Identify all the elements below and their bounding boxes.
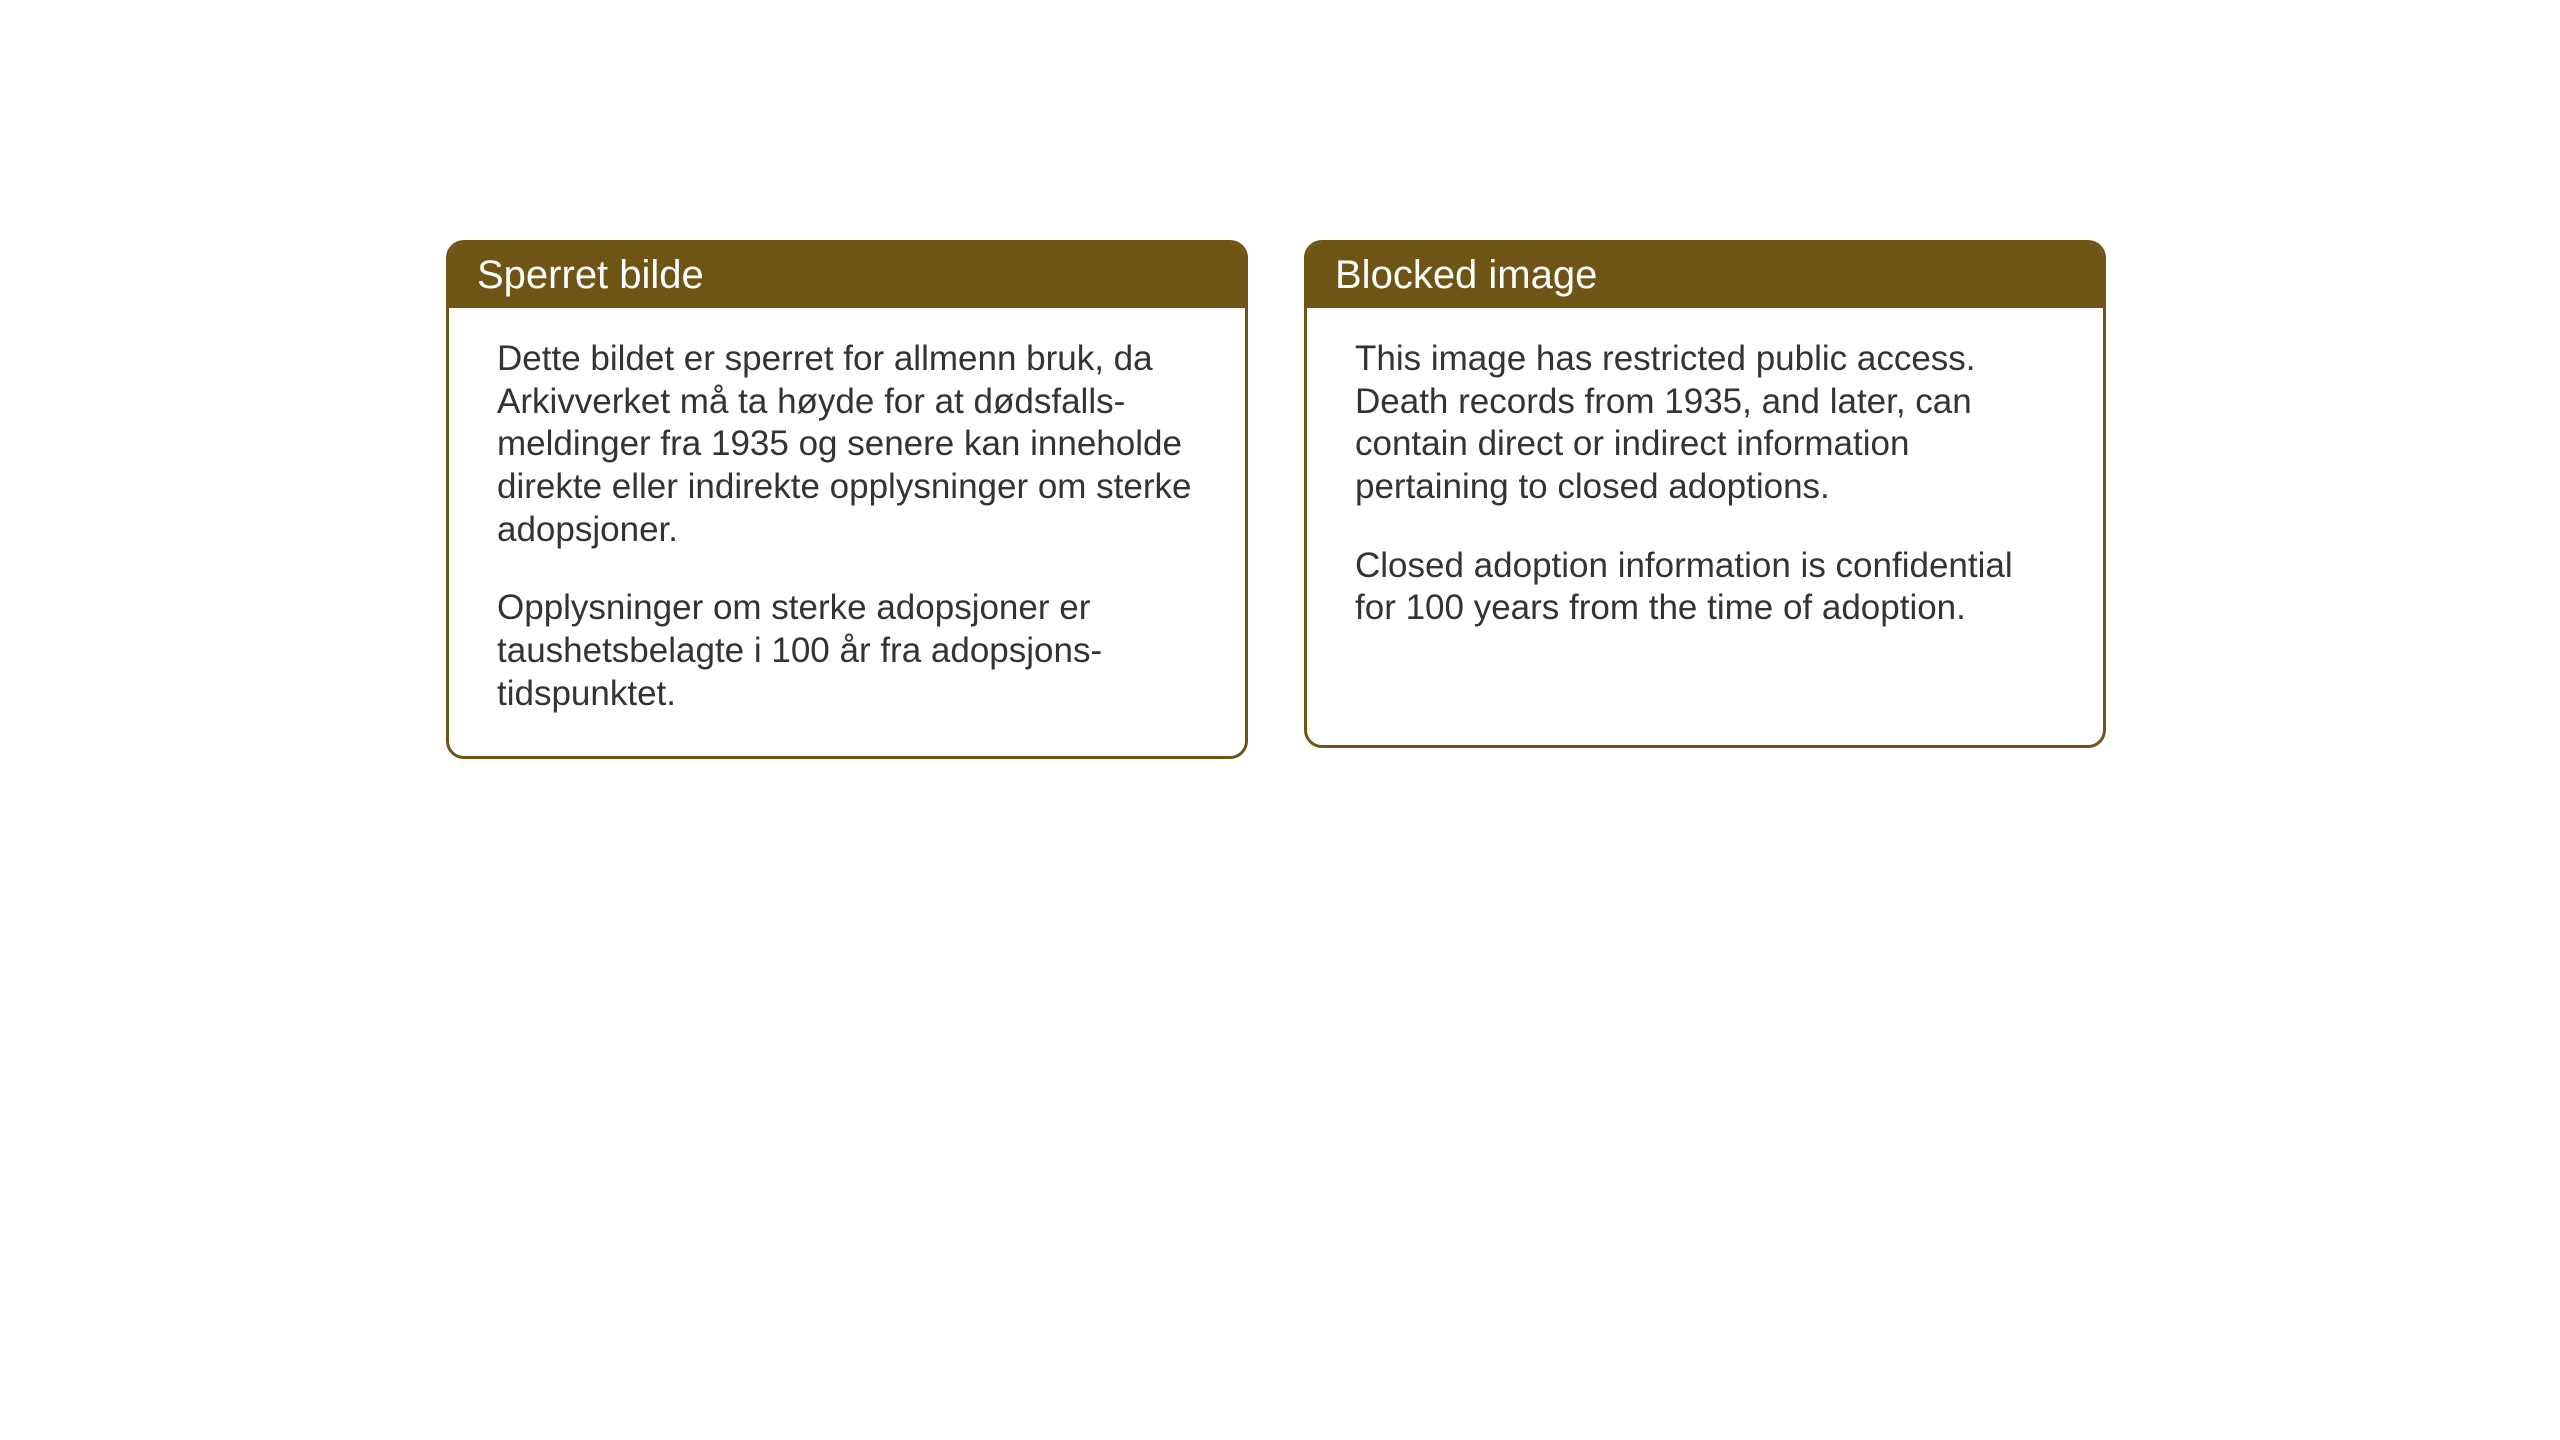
card-english: Blocked image This image has restricted … bbox=[1304, 240, 2106, 748]
card-norwegian-header: Sperret bilde bbox=[449, 243, 1245, 308]
card-norwegian-paragraph-2: Opplysninger om sterke adopsjoner er tau… bbox=[497, 587, 1197, 715]
card-english-header: Blocked image bbox=[1307, 243, 2103, 308]
card-norwegian-title: Sperret bilde bbox=[477, 253, 704, 297]
card-english-title: Blocked image bbox=[1335, 253, 1597, 297]
card-norwegian-body: Dette bildet er sperret for allmenn bruk… bbox=[449, 308, 1245, 756]
card-norwegian: Sperret bilde Dette bildet er sperret fo… bbox=[446, 240, 1248, 759]
cards-container: Sperret bilde Dette bildet er sperret fo… bbox=[446, 240, 2106, 759]
card-english-paragraph-1: This image has restricted public access.… bbox=[1355, 338, 2055, 509]
card-english-body: This image has restricted public access.… bbox=[1307, 308, 2103, 670]
card-english-paragraph-2: Closed adoption information is confident… bbox=[1355, 545, 2055, 630]
card-norwegian-paragraph-1: Dette bildet er sperret for allmenn bruk… bbox=[497, 338, 1197, 551]
